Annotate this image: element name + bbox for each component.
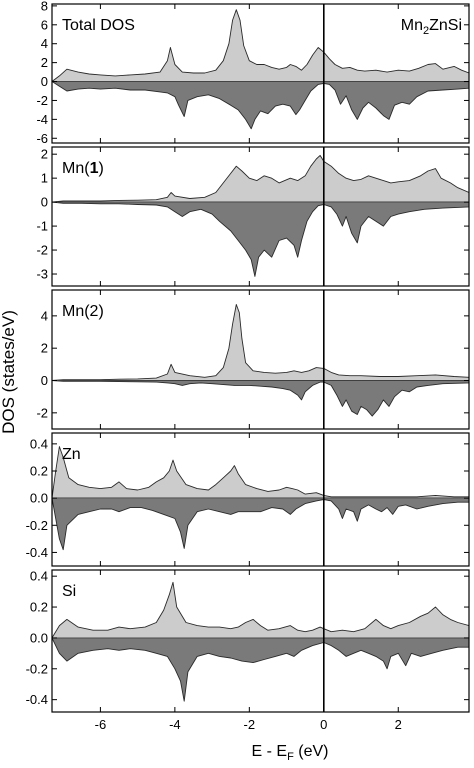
x-tick-label-0: -6 [95,717,107,732]
panel-mn2: -2 0 2 4 Mn(2) [36,289,470,430]
y-tick-label-zn-0: -0.4 [26,545,48,560]
plot-area-mn1 [52,147,469,286]
panel-frame-total [51,3,470,144]
spin-down-area-si [52,637,469,702]
spin-up-area-mn2 [52,304,469,381]
y-tick-label-mn1-3: 0 [41,195,48,210]
panel-frame-mn1 [51,146,470,287]
compound-sub: 2 [423,25,429,37]
plot-area-mn2 [52,290,469,429]
spin-up-area-total [52,9,469,82]
panel-title-zn: Zn [62,446,81,463]
y-tick-label-mn2-2: 2 [41,341,48,356]
y-tick-label-mn1-2: -1 [36,219,48,234]
y-tick-label-si-0: -0.4 [26,692,48,707]
x-tick-label-3: 0 [320,717,327,732]
y-tick-label-mn2-3: 4 [41,308,48,323]
y-tick-label-mn1-0: -3 [36,267,48,282]
y-tick-label-total-5: 4 [41,36,48,51]
x-axis-label-main: E - E [252,743,288,760]
y-tick-label-mn2-0: -2 [36,405,48,420]
compound-label: Mn2ZnSi [401,17,462,37]
panel-title-mn2: Mn(2) [62,303,104,320]
y-tick-label-total-2: -2 [36,93,48,108]
plot-area-total [52,4,469,143]
y-tick-label-total-0: -6 [36,131,48,146]
panel-frame-mn2 [51,289,470,430]
y-tick-label-zn-1: -0.2 [26,518,48,533]
x-tick-label-1: -4 [169,717,181,732]
plot-area-si [52,570,469,712]
y-tick-label-si-3: 0.2 [30,600,48,615]
x-axis-label: E - EF (eV) [252,743,329,763]
y-tick-label-total-4: 2 [41,55,48,70]
x-axis-label-unit: (eV) [294,743,329,760]
panel-total: -6 -4 -2 0 2 4 6 8 Total DOS [36,0,470,146]
panel-frame-zn [51,432,470,567]
panel-frame-si [51,569,470,713]
y-tick-label-zn-2: 0.0 [30,491,48,506]
x-tick-label-2: -2 [244,717,256,732]
compound-base: Mn [401,17,423,34]
spin-up-area-zn [52,446,469,499]
panel-title-part-1: 1 [90,160,99,177]
y-tick-label-si-4: 0.4 [30,569,48,584]
spin-down-area-total [52,81,469,130]
spin-down-area-zn [52,497,469,551]
spin-down-area-mn1 [52,201,469,277]
panel-title-part-2: ) [98,160,103,177]
panel-title-part-0: Mn( [62,160,90,177]
panel-si: -0.4 -0.2 0.0 0.2 0.4 -6 -4 -2 0 2 Si [26,569,470,732]
y-tick-label-zn-4: 0.4 [30,436,48,451]
y-tick-label-total-6: 6 [41,17,48,32]
y-tick-label-total-1: -4 [36,112,48,127]
y-tick-label-zn-3: 0.2 [30,464,48,479]
x-axis-label-sub: F [287,751,294,763]
spin-down-area-mn2 [52,380,469,417]
plot-area-zn [52,433,469,566]
panel-zn: -0.4 -0.2 0.0 0.2 0.4 Zn [26,432,470,567]
y-tick-label-si-1: -0.2 [26,661,48,676]
y-tick-label-total-7: 8 [41,0,48,13]
y-tick-label-mn1-4: 1 [41,171,48,186]
x-tick-label-4: 2 [395,717,402,732]
compound-rest: ZnSi [429,17,462,34]
panel-title-si: Si [62,583,76,600]
y-tick-label-mn2-1: 0 [41,373,48,388]
spin-up-area-si [52,581,469,639]
y-axis-label: DOS (states/eV) [0,310,18,434]
panel-title-total: Total DOS [62,17,135,34]
y-tick-label-total-3: 0 [41,74,48,89]
y-tick-label-si-2: 0.0 [30,630,48,645]
spin-up-area-mn1 [52,154,469,203]
panel-title-mn1: Mn(1) [62,160,104,177]
y-tick-label-mn1-1: -2 [36,243,48,258]
y-tick-label-mn1-5: 2 [41,147,48,162]
